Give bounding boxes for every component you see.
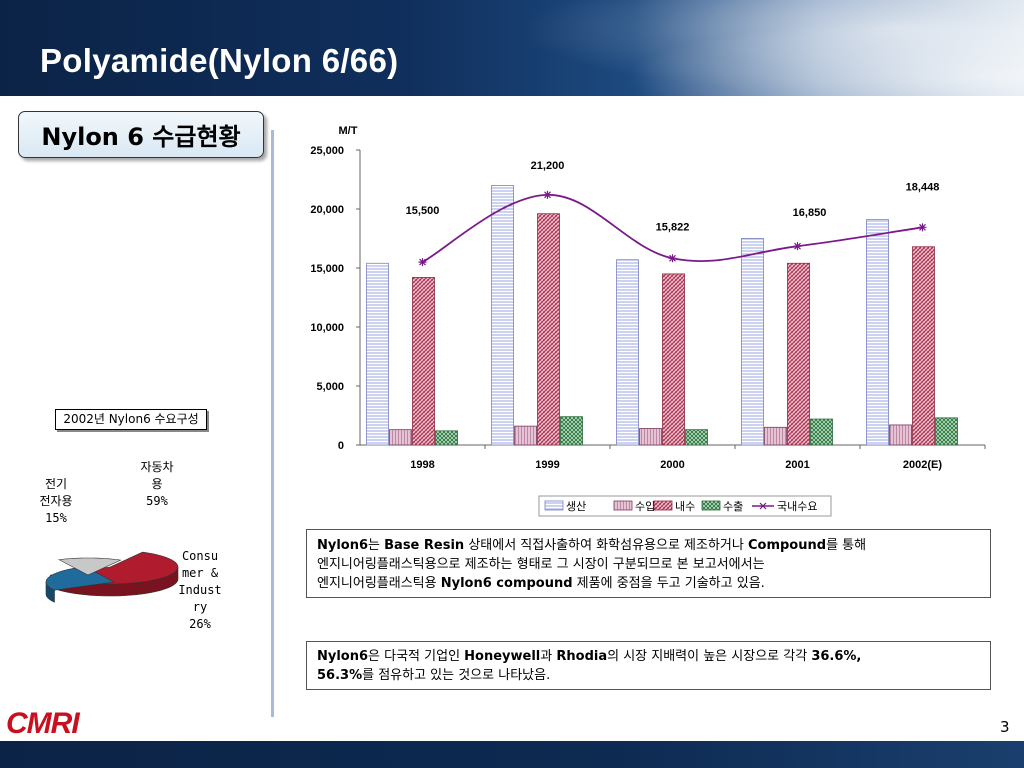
bar-내수-2001 bbox=[787, 262, 810, 446]
note-text: 상태에서 직접사출하여 화학섬유용으로 제조하거나 bbox=[464, 538, 748, 553]
note-text: 제품에 중점을 두고 기술하고 있음. bbox=[572, 576, 765, 591]
note-box-market-share: Nylon6은 다국적 기업인 Honeywell과 Rhodia의 시장 지배… bbox=[306, 641, 991, 690]
note-text: 를 점유하고 있는 것으로 나타났음. bbox=[362, 668, 551, 683]
y-tick-label: 15,000 bbox=[310, 263, 344, 275]
x-tick-label: 2002(E) bbox=[903, 459, 942, 471]
y-axis-unit: M/T bbox=[339, 125, 358, 137]
bar-수입-1999 bbox=[514, 425, 537, 446]
legend-label: 국내수요 bbox=[777, 500, 817, 513]
y-tick-label: 20,000 bbox=[310, 204, 344, 216]
pie-chart-title: 2002년 Nylon6 수요구성 bbox=[55, 409, 207, 430]
note-text: 엔지니어링플래스틱용으로 제조하는 형태로 그 시장이 구분되므로 본 보고서에… bbox=[317, 557, 765, 572]
note-text: Nylon6 bbox=[317, 649, 369, 664]
pie-slice bbox=[57, 557, 122, 576]
legend-label: 생산 bbox=[566, 500, 586, 513]
x-tick-label: 1998 bbox=[410, 459, 434, 471]
bar-수입-2000 bbox=[639, 428, 662, 446]
line-point-marker bbox=[543, 190, 552, 199]
bar-chart: M/T 0 5,000 10,000 15,000 20,000 25,000 1998 199… bbox=[310, 125, 986, 517]
bar-생산-2002(E) bbox=[866, 219, 889, 446]
slide-header: Polyamide(Nylon 6/66) bbox=[0, 0, 1024, 96]
line-point-marker bbox=[918, 223, 927, 232]
pie-label-consumer-industry: Consu mer & Indust ry 26% bbox=[178, 549, 222, 631]
x-tick-label: 2000 bbox=[660, 459, 684, 471]
bar-수출-2000 bbox=[685, 429, 708, 446]
note-text: Nylon6 bbox=[317, 538, 369, 553]
note-text: Base Resin bbox=[384, 538, 465, 553]
bar-내수-2000 bbox=[662, 273, 685, 446]
data-label: 16,850 bbox=[793, 207, 827, 219]
note-text: 엔지니어링플래스틱용 bbox=[317, 576, 441, 591]
legend-label: 수출 bbox=[723, 500, 743, 513]
cmri-logo: CMRI bbox=[6, 707, 80, 740]
note-text: 36.6%, bbox=[811, 649, 862, 664]
note-text: Nylon6 compound bbox=[440, 576, 573, 591]
line-point-marker bbox=[418, 258, 427, 267]
x-tick-label: 2001 bbox=[785, 459, 809, 471]
footer-bar bbox=[0, 741, 1024, 768]
bar-수출-2002(E) bbox=[935, 417, 958, 446]
legend-label: 수입 bbox=[635, 500, 655, 513]
bar-생산-1998 bbox=[366, 262, 389, 446]
y-tick-label: 10,000 bbox=[310, 322, 344, 334]
pie-slice bbox=[45, 566, 115, 603]
bar-내수-1998 bbox=[412, 277, 435, 446]
bar-내수-1999 bbox=[537, 213, 560, 446]
header-cloud-decoration bbox=[520, 0, 1024, 96]
slide-title: Polyamide(Nylon 6/66) bbox=[40, 42, 399, 79]
bar-수출-2001 bbox=[810, 418, 833, 446]
bar-수입-2001 bbox=[764, 426, 787, 446]
note-text: Honeywell bbox=[464, 649, 541, 664]
section-title: Nylon 6 수급현황 bbox=[41, 123, 241, 151]
x-tick-label: 1999 bbox=[535, 459, 559, 471]
y-tick-label: 5,000 bbox=[316, 381, 344, 393]
bar-수출-1999 bbox=[560, 416, 583, 446]
pie-label-automotive: 자동차 용 59% bbox=[140, 460, 174, 508]
legend-label: 내수 bbox=[675, 500, 695, 513]
chart-legend: 생산 수입 내수 수출 국내수요 bbox=[538, 495, 832, 517]
note-text: 과 bbox=[540, 649, 557, 664]
chart-axes: M/T 0 5,000 10,000 15,000 20,000 25,000 1998 199… bbox=[310, 125, 986, 471]
pie-chart bbox=[45, 551, 179, 603]
bar-생산-2001 bbox=[741, 238, 764, 446]
note-box-market-segment: Nylon6는 Base Resin 상태에서 직접사출하여 화학섬유용으로 제… bbox=[306, 529, 991, 598]
data-label: 15,500 bbox=[406, 205, 440, 217]
note-text: 는 bbox=[368, 538, 385, 553]
data-label: 21,200 bbox=[531, 160, 565, 172]
note-text: 은 다국적 기업인 bbox=[368, 649, 465, 664]
bar-내수-2002(E) bbox=[912, 246, 935, 446]
y-tick-label: 0 bbox=[338, 440, 344, 452]
legend-swatch bbox=[653, 500, 673, 511]
note-text: 의 시장 지배력이 높은 시장으로 각각 bbox=[607, 649, 812, 664]
y-tick-label: 25,000 bbox=[310, 145, 344, 157]
bar-생산-1999 bbox=[491, 185, 514, 446]
vertical-divider bbox=[271, 130, 274, 717]
chart-bars bbox=[366, 185, 958, 446]
bar-수입-1998 bbox=[389, 429, 412, 446]
page-number: 3 bbox=[1000, 718, 1010, 736]
legend-swatch bbox=[701, 500, 721, 511]
bar-생산-2000 bbox=[616, 259, 639, 446]
note-text: Rhodia bbox=[556, 649, 608, 664]
bar-수출-1998 bbox=[435, 430, 458, 446]
section-title-box: Nylon 6 수급현황 bbox=[18, 111, 264, 158]
legend-swatch bbox=[544, 500, 564, 511]
note-text: 를 통해 bbox=[826, 538, 867, 553]
bar-수입-2002(E) bbox=[889, 424, 912, 446]
data-label: 15,822 bbox=[656, 221, 690, 233]
note-text: 56.3% bbox=[317, 668, 363, 683]
legend-frame bbox=[538, 495, 832, 517]
line-point-marker bbox=[668, 254, 677, 263]
line-point-marker bbox=[793, 242, 802, 251]
chart-line-series: 15,500 21,200 15,822 16,850 18,448 bbox=[406, 160, 940, 267]
legend-swatch bbox=[613, 500, 633, 511]
note-text: Compound bbox=[747, 538, 827, 553]
pie-label-electronics: 전기 전자용 15% bbox=[39, 477, 73, 525]
data-label: 18,448 bbox=[906, 181, 940, 193]
